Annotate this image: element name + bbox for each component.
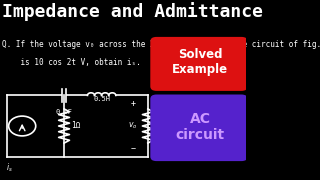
Text: Q. If the voltage v₀ across the 2 Ohm resistor in the circuit of fig.: Q. If the voltage v₀ across the 2 Ohm re…: [3, 40, 320, 49]
Text: 1Ω: 1Ω: [71, 122, 81, 130]
Text: +: +: [131, 99, 136, 108]
Text: −: −: [131, 144, 136, 153]
Text: Solved
Example: Solved Example: [172, 48, 228, 76]
FancyBboxPatch shape: [150, 37, 248, 91]
Text: 0.1F: 0.1F: [56, 109, 73, 115]
Text: 2Ω: 2Ω: [155, 122, 164, 130]
Text: is 10 cos 2t V, obtain iₛ.: is 10 cos 2t V, obtain iₛ.: [3, 58, 141, 67]
Text: Impedance and Admittance: Impedance and Admittance: [3, 2, 263, 21]
Text: AC
circuit: AC circuit: [175, 112, 225, 142]
FancyBboxPatch shape: [150, 94, 248, 161]
Text: $i_s$: $i_s$: [6, 162, 13, 174]
Text: 0.5H: 0.5H: [93, 96, 110, 102]
Text: $v_o$: $v_o$: [128, 121, 138, 131]
